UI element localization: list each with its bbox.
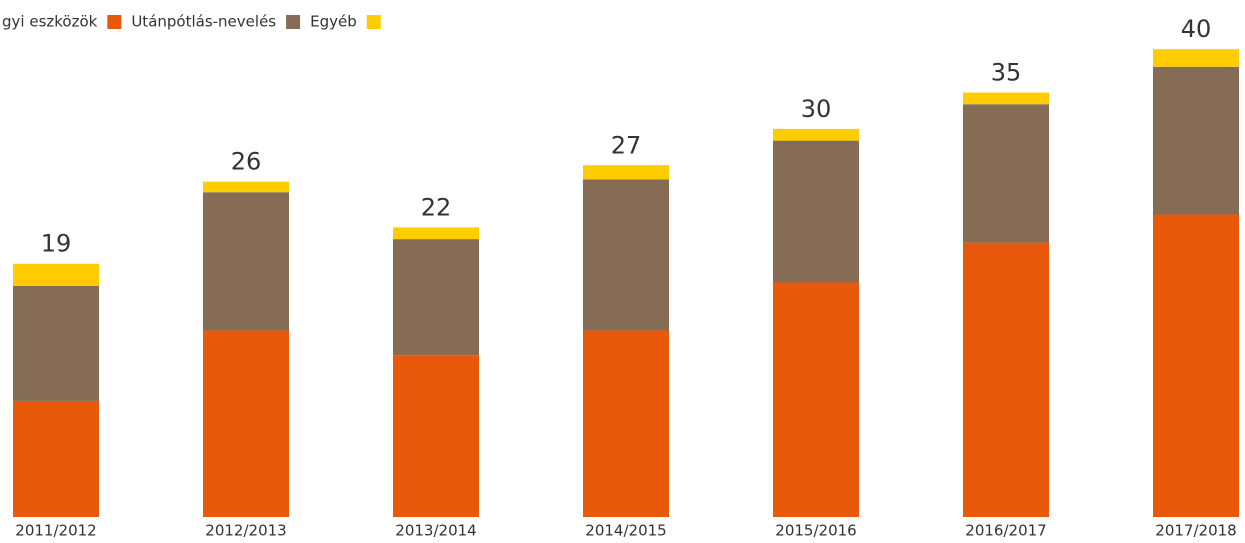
x-tick-label: 2014/2015: [585, 522, 666, 540]
legend-swatch: [366, 15, 381, 29]
bar-segment: [13, 400, 99, 517]
total-label: 30: [801, 95, 832, 123]
total-label: 35: [991, 59, 1022, 87]
x-tick-label: 2016/2017: [965, 522, 1046, 540]
total-label: 40: [1181, 15, 1212, 43]
bar-segment: [203, 192, 289, 331]
total-label: 22: [421, 193, 452, 221]
bar-segment: [963, 242, 1049, 517]
bar-segment: [963, 92, 1049, 105]
bar-segment: [963, 104, 1049, 243]
legend-label: gyi eszközök: [2, 13, 98, 31]
bar-segment: [1153, 214, 1239, 517]
bar-segment: [203, 181, 289, 193]
bar-segment: [393, 227, 479, 240]
bar-segment: [393, 239, 479, 356]
bar-segment: [203, 330, 289, 517]
legend-label: Utánpótlás-nevelés: [131, 13, 276, 31]
bar-segment: [583, 165, 669, 180]
bar-segment: [773, 128, 859, 141]
bar-segment: [773, 282, 859, 517]
x-tick-label: 2013/2014: [395, 522, 476, 540]
bar-segment: [13, 263, 99, 287]
legend-swatch: [286, 15, 301, 29]
x-tick-label: 2011/2012: [15, 522, 96, 540]
total-label: 19: [41, 230, 72, 258]
bar-segment: [583, 179, 669, 331]
total-label: 27: [611, 131, 642, 159]
x-tick-label: 2012/2013: [205, 522, 286, 540]
total-label: 26: [231, 148, 262, 176]
legend-swatch: [107, 15, 122, 29]
legend-label: Egyéb: [310, 13, 357, 31]
x-tick-label: 2017/2018: [1155, 522, 1236, 540]
bar-segment: [13, 286, 99, 401]
bar-segment: [1153, 49, 1239, 67]
bar-segment: [1153, 66, 1239, 215]
x-tick-label: 2015/2016: [775, 522, 856, 540]
bar-segment: [773, 140, 859, 283]
bar-segment: [583, 330, 669, 517]
bar-segment: [393, 355, 479, 517]
